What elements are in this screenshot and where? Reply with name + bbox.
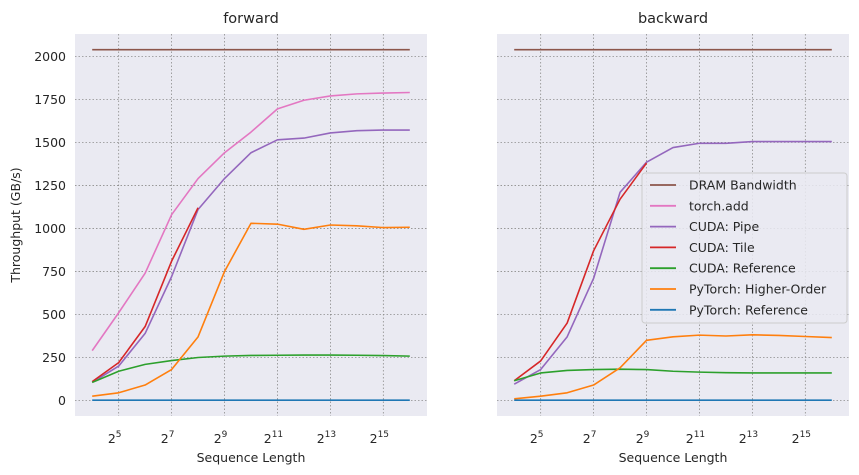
x-tick-label: 27 [161, 430, 175, 446]
x-axis-label-forward: Sequence Length [197, 450, 306, 465]
y-tick-label: 0 [58, 393, 66, 408]
x-tick-labels-backward: 25 27 29 211 213 215 [530, 430, 811, 446]
chart-title-forward: forward [223, 11, 279, 27]
series-lines-backward [513, 48, 832, 401]
legend-entry: CUDA: Tile [689, 240, 755, 255]
legend-box [641, 172, 848, 324]
y-axis-label: Throughput (GB/s) [8, 167, 23, 283]
legend-entry: DRAM Bandwidth [689, 178, 797, 193]
x-axis-label-backward: Sequence Length [619, 450, 728, 465]
y-tick-labels-forward: 0 250 500 750 1000 1250 1500 1750 2000 [34, 49, 66, 408]
series-line [91, 354, 410, 384]
x-tick-label: 213 [739, 430, 758, 446]
y-tick-label: 1750 [34, 92, 66, 107]
x-tick-label: 211 [686, 430, 705, 446]
x-tick-label: 29 [214, 430, 228, 446]
x-tick-label: 25 [108, 430, 122, 446]
legend: DRAM Bandwidth torch.add CUDA: Pipe CUDA: T… [641, 172, 848, 324]
x-tick-label: 213 [317, 430, 336, 446]
series-line [513, 140, 832, 385]
panel-forward: 0 250 500 750 1000 1250 1500 1750 2000 25 27 29 211… [8, 11, 427, 465]
series-line [92, 222, 410, 398]
series-line [91, 91, 410, 352]
series-line [91, 129, 410, 384]
grid-forward [75, 34, 427, 416]
y-tick-label: 750 [42, 264, 66, 279]
x-tick-label: 27 [583, 430, 597, 446]
legend-entry: CUDA: Pipe [689, 219, 759, 234]
legend-entry: torch.add [689, 198, 749, 213]
y-tick-label: 1500 [34, 135, 66, 150]
legend-entry: CUDA: Reference [689, 261, 796, 276]
x-tick-label: 25 [530, 430, 544, 446]
chart-title-backward: backward [638, 11, 708, 27]
y-tick-label: 250 [42, 350, 66, 365]
series-line [513, 162, 648, 382]
series-lines-forward [91, 48, 410, 401]
series-line [91, 207, 199, 383]
x-tick-labels-forward: 25 27 29 211 213 215 [108, 430, 389, 446]
series-line [514, 333, 832, 400]
y-tick-label: 1250 [34, 178, 66, 193]
legend-entry: PyTorch: Reference [689, 302, 808, 317]
x-tick-label: 29 [636, 430, 650, 446]
x-tick-label: 215 [792, 430, 811, 446]
plot-area-forward [75, 34, 427, 416]
series-line [513, 368, 832, 382]
y-tick-label: 2000 [34, 49, 66, 64]
y-tick-label: 500 [42, 307, 66, 322]
y-tick-label: 1000 [34, 221, 66, 236]
x-tick-label: 215 [370, 430, 389, 446]
legend-entry: PyTorch: Higher-Order [689, 282, 827, 297]
x-tick-label: 211 [264, 430, 283, 446]
